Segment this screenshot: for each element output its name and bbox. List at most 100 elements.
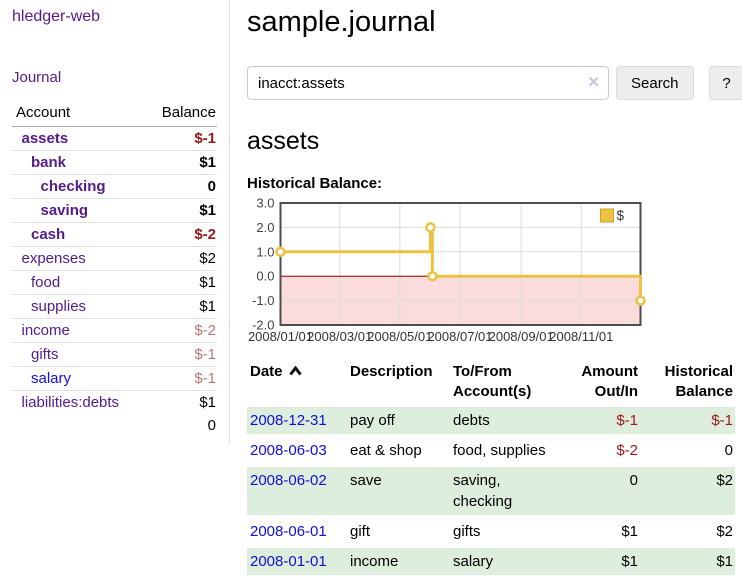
- transaction-amount: 0: [558, 467, 640, 515]
- account-row: supplies $1: [12, 294, 217, 319]
- search-bar: ✕ Search ?: [247, 66, 742, 100]
- account-link-salary[interactable]: salary: [31, 370, 72, 387]
- svg-text:3.0: 3.0: [256, 196, 274, 211]
- account-row: bank $1: [12, 150, 217, 175]
- transaction-date-link[interactable]: 2008-01-01: [250, 553, 327, 570]
- account-balance: $1: [143, 270, 217, 295]
- account-link-gifts[interactable]: gifts: [31, 346, 59, 363]
- register-row: 2008-12-31 pay off debts $-1 $-1: [247, 407, 735, 434]
- register-header-balance: Historical Balance: [664, 363, 733, 400]
- help-button[interactable]: ?: [708, 66, 742, 100]
- register-header-description: Description: [350, 363, 433, 380]
- register-header-date[interactable]: Date: [247, 360, 347, 404]
- register-row: 2008-06-01 gift gifts $1 $2: [247, 518, 735, 545]
- svg-text:2008/03/01: 2008/03/01: [307, 329, 372, 344]
- svg-text:-2.0: -2.0: [252, 318, 274, 333]
- svg-text:$: $: [617, 208, 625, 223]
- search-input-wrap: ✕: [247, 66, 609, 100]
- search-input[interactable]: [247, 66, 609, 100]
- journal-link[interactable]: Journal: [12, 69, 62, 86]
- account-balance: $1: [143, 390, 217, 414]
- account-row: cash $-2: [12, 222, 217, 247]
- account-link-liabilities-debts[interactable]: liabilities:debts: [21, 394, 120, 411]
- accounts-header-account: Account: [12, 102, 144, 127]
- svg-text:2008/09/01: 2008/09/01: [489, 329, 554, 344]
- account-link-food[interactable]: food: [31, 274, 61, 291]
- register-row: 2008-06-03 eat & shop food, supplies $-2 0: [247, 437, 735, 464]
- transaction-accounts: food, supplies: [453, 442, 546, 459]
- clear-search-icon[interactable]: ✕: [587, 74, 600, 91]
- svg-text:1.0: 1.0: [256, 244, 274, 259]
- account-row: checking 0: [12, 174, 217, 199]
- register-header-row: Date Description To/From Account(s) Amou…: [247, 360, 735, 404]
- account-link-bank[interactable]: bank: [31, 154, 67, 171]
- svg-text:-1.0: -1.0: [252, 293, 274, 308]
- account-balance: $1: [143, 294, 217, 319]
- transaction-balance: 0: [724, 442, 733, 459]
- transaction-date-link[interactable]: 2008-06-03: [250, 442, 327, 459]
- account-row: gifts $-1: [12, 342, 217, 367]
- account-row: salary $-1: [12, 366, 217, 391]
- svg-text:2008/05/01: 2008/05/01: [367, 329, 432, 344]
- register-table: Date Description To/From Account(s) Amou…: [247, 357, 735, 578]
- svg-text:2008/01/01: 2008/01/01: [248, 329, 313, 344]
- balance-chart: 3.0 2.0 1.0 0.0 -1.0 -2.0 2008/01/01 2008/03/01…: [247, 195, 742, 345]
- register-header-accounts: To/From Account(s): [453, 363, 532, 400]
- accounts-total-row: 0: [12, 414, 217, 437]
- main-content: sample.journal ✕ Search ? assets Histori…: [230, 0, 742, 578]
- transaction-balance: $1: [640, 548, 735, 575]
- account-heading: assets: [247, 127, 320, 155]
- account-link-saving[interactable]: saving: [40, 202, 89, 219]
- app-title-link[interactable]: hledger-web: [12, 8, 101, 25]
- transaction-description: save: [347, 467, 450, 515]
- transaction-description: gift: [350, 523, 371, 540]
- chart-label: Historical Balance:: [247, 175, 383, 192]
- search-button[interactable]: Search: [616, 66, 694, 100]
- transaction-accounts: debts: [450, 407, 558, 434]
- account-balance: $-1: [143, 342, 217, 367]
- svg-text:2.0: 2.0: [256, 220, 274, 235]
- account-balance: $1: [143, 198, 217, 223]
- account-row: saving $1: [12, 198, 217, 223]
- sort-ascending-icon: [288, 365, 302, 376]
- accounts-rows: assets $-1 bank $1 checking 0 saving $1 cash $-2 e…: [12, 127, 217, 414]
- transaction-accounts: saving, checking: [450, 467, 558, 515]
- account-link-supplies[interactable]: supplies: [31, 298, 87, 315]
- account-balance: $-2: [143, 318, 217, 343]
- transaction-description: pay off: [347, 407, 450, 434]
- account-link-assets[interactable]: assets: [21, 130, 69, 147]
- transaction-balance: $-1: [640, 407, 735, 434]
- account-balance: $2: [143, 246, 217, 271]
- account-link-cash[interactable]: cash: [31, 226, 66, 243]
- register-rows: 2008-12-31 pay off debts $-1 $-1 2008-06-03 ea…: [247, 407, 735, 575]
- sidebar: hledger-web Journal Account Balance asse…: [0, 0, 230, 443]
- transaction-balance: $2: [716, 523, 733, 540]
- app-title: hledger-web: [12, 8, 217, 26]
- transaction-description: income: [347, 548, 450, 575]
- transaction-date-link[interactable]: 2008-06-02: [250, 472, 327, 489]
- transaction-balance: $2: [640, 467, 735, 515]
- account-balance: $1: [143, 150, 217, 175]
- account-link-checking[interactable]: checking: [40, 178, 106, 195]
- svg-text:2008/07/01: 2008/07/01: [427, 329, 492, 344]
- page-title: sample.journal: [247, 6, 436, 38]
- register-row: 2008-06-02 save saving, checking 0 $2: [247, 467, 735, 515]
- account-row: income $-2: [12, 318, 217, 343]
- accounts-total-value: 0: [207, 417, 216, 434]
- svg-text:2008/11/01: 2008/11/01: [549, 329, 613, 344]
- account-row: food $1: [12, 270, 217, 295]
- accounts-table: Account Balance assets $-1 bank $1 checking 0…: [12, 102, 217, 437]
- account-row: expenses $2: [12, 246, 217, 271]
- transaction-accounts: salary: [450, 548, 558, 575]
- register-header-amount: Amount Out/In: [581, 363, 638, 400]
- transaction-date-link[interactable]: 2008-06-01: [250, 523, 327, 540]
- account-link-expenses[interactable]: expenses: [21, 250, 86, 267]
- transaction-date-link[interactable]: 2008-12-31: [250, 412, 327, 429]
- transaction-amount: $-1: [558, 407, 640, 434]
- account-balance: $-1: [143, 366, 217, 391]
- account-link-income[interactable]: income: [21, 322, 70, 339]
- transaction-description: eat & shop: [350, 442, 422, 459]
- nav-journal: Journal: [12, 69, 217, 86]
- account-row: assets $-1: [12, 127, 217, 151]
- svg-text:0.0: 0.0: [256, 269, 274, 284]
